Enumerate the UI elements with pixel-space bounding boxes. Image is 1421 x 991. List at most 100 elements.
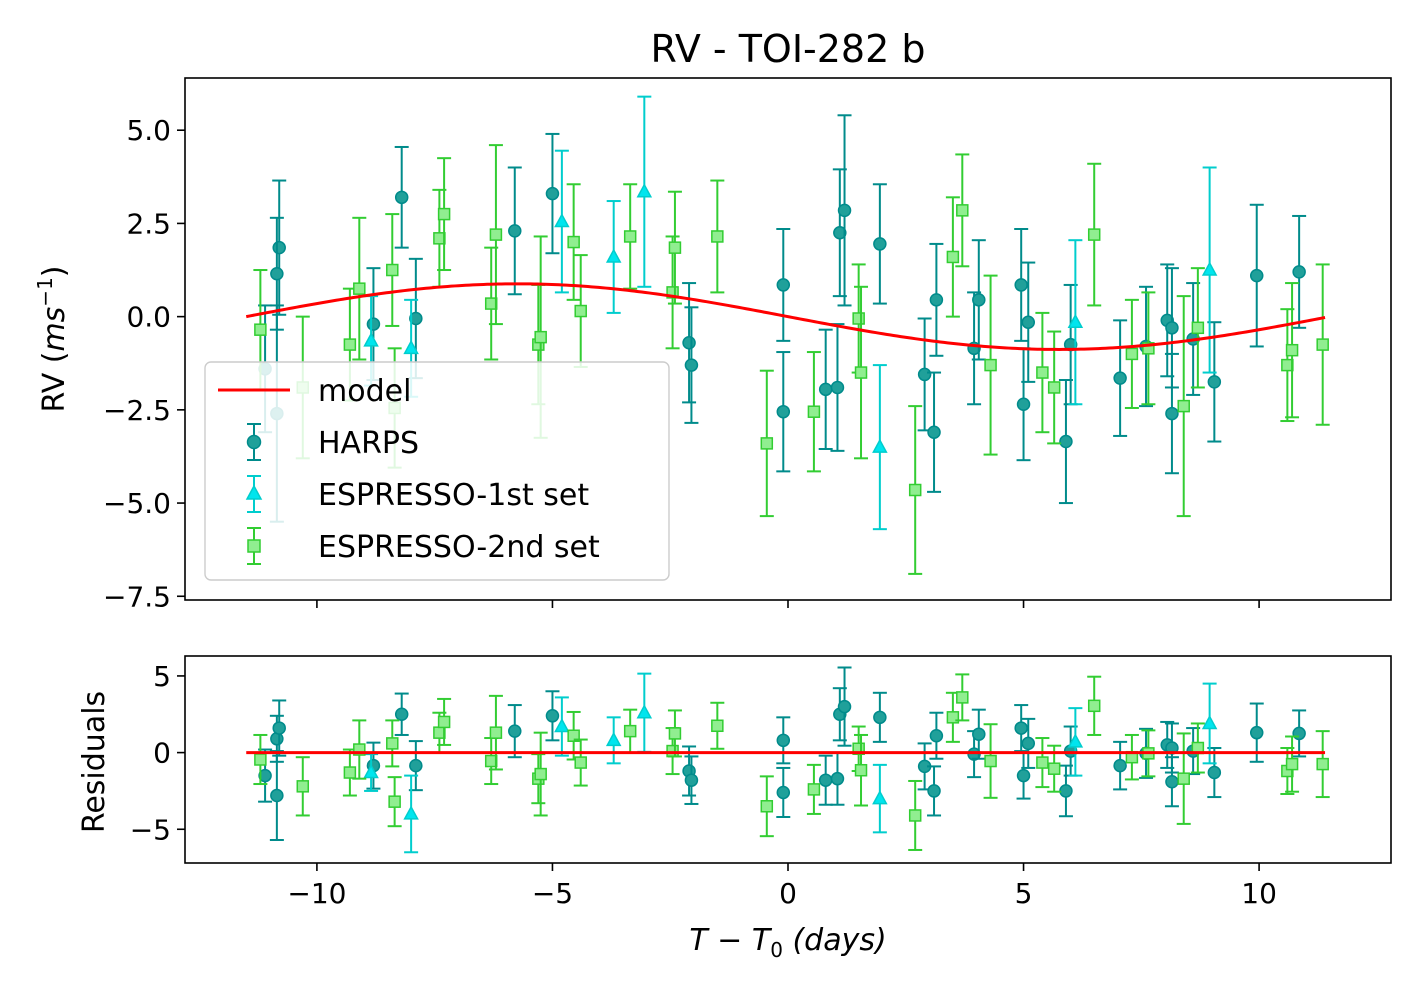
- data-point: [1113, 758, 1127, 773]
- data-point: [760, 437, 774, 450]
- data-point: [1067, 313, 1084, 328]
- chart-title: RV - TOI-282 b: [651, 27, 926, 71]
- data-point: [972, 293, 986, 307]
- legend-esp1-marker: [245, 484, 263, 500]
- data-point: [1165, 406, 1179, 421]
- data-point: [929, 293, 944, 307]
- data-point: [366, 317, 381, 331]
- data-point: [1016, 768, 1031, 783]
- data-point: [852, 312, 865, 325]
- y-label-close: ): [37, 265, 72, 277]
- data-point: [711, 230, 724, 243]
- model-curve: [245, 282, 1326, 351]
- data-point: [353, 743, 366, 756]
- main-ytick-label: 0.0: [126, 301, 171, 334]
- resid-ytick-label: −5: [130, 813, 171, 846]
- data-point: [711, 719, 724, 733]
- data-point: [908, 483, 922, 497]
- data-point: [1047, 762, 1061, 775]
- legend-item-espresso-1: ESPRESSO-1st set: [245, 475, 589, 513]
- main-ytick-label: −5.0: [103, 487, 171, 520]
- x-label-T0: T: [752, 923, 773, 958]
- data-point: [258, 768, 272, 783]
- data-point: [666, 286, 679, 299]
- data-point: [776, 785, 791, 800]
- data-point: [852, 742, 865, 756]
- main-y-ticks: 5.0 2.5 0.0 −2.5 −5.0 −7.5: [103, 114, 185, 613]
- resid-xtick-label: 0: [779, 877, 797, 910]
- data-point: [270, 788, 284, 803]
- x-label-T: T: [689, 923, 710, 958]
- legend-esp2-marker: [247, 539, 261, 553]
- data-point: [872, 790, 888, 805]
- data-point: [567, 235, 580, 249]
- resid-series-espresso-2nd-set: [253, 673, 1330, 851]
- data-point: [1177, 399, 1190, 413]
- legend-label-harps: HARPS: [318, 426, 419, 461]
- data-point: [489, 726, 503, 739]
- data-point: [1165, 774, 1179, 789]
- data-point: [508, 724, 522, 738]
- data-point: [394, 190, 409, 205]
- data-point: [437, 715, 451, 729]
- data-point: [1014, 721, 1028, 735]
- x-label-sub: 0: [770, 938, 783, 962]
- legend-item-espresso-2: ESPRESSO-2nd set: [247, 527, 600, 565]
- data-point: [807, 405, 821, 418]
- data-point: [623, 230, 637, 243]
- data-point: [760, 800, 774, 813]
- data-point: [1165, 321, 1179, 335]
- resid-xtick-label: 5: [1015, 877, 1033, 910]
- data-point: [807, 783, 821, 796]
- data-point: [684, 773, 699, 787]
- data-point: [437, 207, 451, 221]
- data-point: [567, 729, 580, 742]
- data-point: [1142, 342, 1155, 355]
- data-point: [272, 240, 286, 255]
- data-point: [363, 763, 379, 779]
- main-ytick-label: −2.5: [103, 394, 171, 427]
- data-point: [386, 737, 399, 750]
- data-point: [917, 367, 932, 382]
- data-point: [554, 212, 570, 228]
- data-point: [409, 311, 423, 326]
- data-point: [1021, 315, 1036, 329]
- data-point: [1036, 366, 1049, 379]
- data-point: [837, 699, 852, 714]
- data-point: [388, 795, 401, 808]
- data-point: [984, 754, 997, 768]
- y-label-main: RV (: [37, 352, 72, 413]
- data-point: [508, 224, 522, 238]
- data-point: [776, 404, 791, 419]
- data-point: [830, 771, 845, 786]
- resid-xtick-label: −5: [532, 877, 573, 910]
- data-point: [1177, 772, 1190, 785]
- data-point: [1316, 757, 1329, 771]
- data-point: [363, 332, 379, 347]
- residuals-data-layer: [246, 666, 1330, 854]
- data-point: [574, 756, 587, 769]
- data-point: [1125, 347, 1139, 361]
- data-point: [403, 339, 419, 355]
- residuals-x-ticks: −10 −5 0 5 10: [287, 863, 1277, 910]
- data-point: [574, 304, 587, 318]
- data-point: [682, 335, 696, 350]
- data-point: [666, 744, 679, 758]
- data-point: [409, 758, 423, 773]
- data-point: [908, 809, 922, 822]
- legend: model HARPS ESPRESSO-1st set ESPRESSO-2n…: [204, 361, 670, 581]
- data-point: [1292, 726, 1306, 741]
- x-label-unit: (days): [783, 923, 887, 958]
- data-point: [854, 366, 868, 379]
- residuals-y-axis-label: Residuals: [77, 691, 112, 833]
- data-point: [270, 267, 284, 281]
- main-ytick-label: 2.5: [126, 207, 171, 240]
- data-point: [636, 183, 653, 198]
- data-point: [818, 382, 833, 397]
- main-x-ticks: [316, 600, 1260, 608]
- y-label-exp: −1: [33, 277, 57, 306]
- legend-item-model: model: [218, 374, 411, 409]
- resid-series-espresso-1st-set: [363, 672, 1218, 854]
- data-point: [873, 710, 887, 725]
